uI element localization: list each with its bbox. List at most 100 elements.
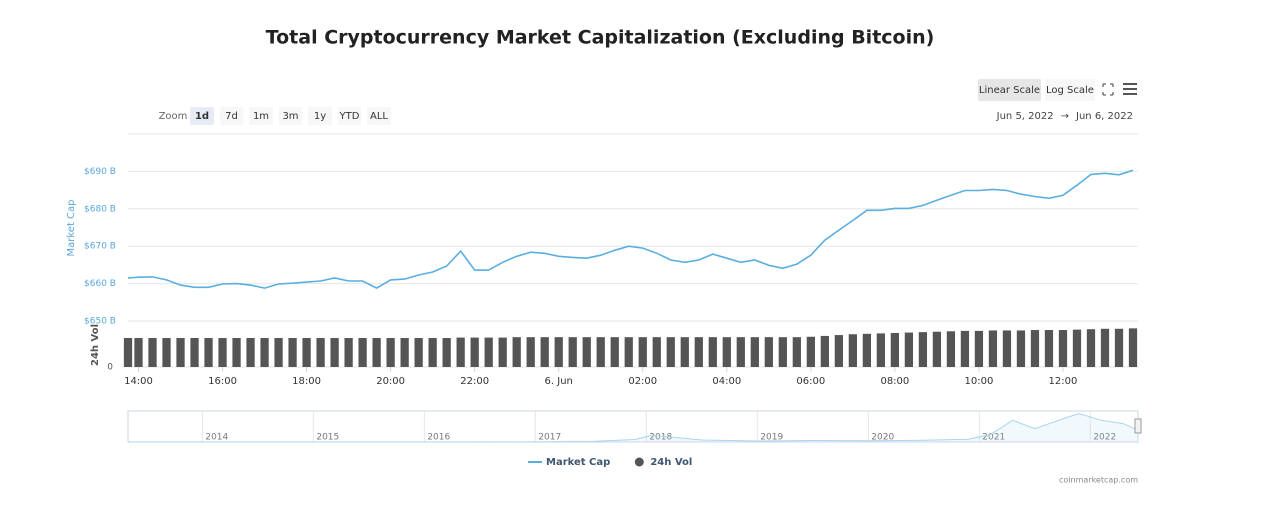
volume-bar: [386, 338, 395, 367]
volume-bar: [554, 337, 563, 367]
volume-bar: [428, 338, 437, 367]
navigator-tick-label: 2022: [1093, 433, 1116, 443]
navigator-tick-label: 2019: [760, 433, 783, 443]
range-part: Jun 5, 2022: [996, 111, 1054, 122]
x-tick-label: 14:00: [124, 376, 153, 387]
y-tick-label: $670 B: [84, 242, 116, 252]
volume-bar: [694, 337, 703, 367]
volume-bar: [456, 337, 465, 367]
zoom-button-label[interactable]: 7d: [225, 111, 238, 122]
volume-bar: [638, 337, 647, 367]
volume-bar: [918, 332, 928, 367]
volume-bar: [372, 338, 381, 367]
y-tick-label: $650 B: [84, 317, 116, 327]
range-text: Jun 5, 2022 → Jun 6, 2022: [996, 111, 1133, 122]
volume-bar: [344, 338, 353, 367]
volume-bar: [358, 338, 367, 367]
x-tick-label: 22:00: [460, 376, 489, 387]
menu-icon[interactable]: [1123, 83, 1137, 95]
volume-bar: [484, 337, 493, 367]
volume-bar: [946, 331, 956, 367]
y2-axis-title: 24h Vol: [90, 324, 101, 366]
volume-bar: [246, 338, 255, 367]
volume-bar: [1072, 329, 1082, 367]
volume-bar: [232, 338, 241, 367]
scale-button[interactable]: [1045, 79, 1095, 101]
volume-bar: [1100, 328, 1110, 367]
volume-bar: [204, 338, 213, 367]
y-tick-label: $680 B: [84, 204, 116, 214]
navigator-tick-label: 2014: [205, 433, 228, 443]
zoom-button-label[interactable]: 1m: [253, 111, 269, 122]
zoom-button-label[interactable]: 1d: [195, 111, 209, 122]
icon: [1102, 83, 1114, 96]
x-tick-label: 10:00: [965, 376, 994, 387]
volume-bar: [1002, 330, 1012, 367]
volume-bar: [624, 337, 633, 367]
zoom-button[interactable]: [337, 107, 362, 125]
zoom-button[interactable]: [367, 107, 391, 125]
legend-label[interactable]: Market Cap: [546, 457, 610, 468]
zoom-label: Zoom: [159, 111, 188, 122]
fullscreen-icon[interactable]: [1102, 83, 1114, 96]
x-tick-label: 04:00: [712, 376, 741, 387]
range-part: Jun 6, 2022: [1075, 111, 1133, 122]
credit: coinmarketcap.com: [1059, 476, 1138, 485]
zoom-button[interactable]: [308, 107, 332, 125]
zoom-button-label[interactable]: YTD: [339, 111, 360, 122]
volume-bar: [904, 332, 914, 367]
volume-bar: [652, 337, 661, 367]
legend-label[interactable]: 24h Vol: [650, 457, 692, 468]
scale-button-label[interactable]: Linear Scale: [979, 85, 1040, 96]
volume-bar: [974, 330, 984, 367]
x-tick-label: 20:00: [376, 376, 405, 387]
volume-bar: [890, 332, 900, 367]
navigator-tick-label: 2020: [871, 433, 894, 443]
volume-bar: [498, 337, 507, 367]
volume-bar: [302, 338, 311, 367]
volume-bar: [218, 338, 227, 367]
volume-bar: [666, 337, 675, 367]
volume-bar: [932, 331, 942, 367]
x-tick-label: 06:00: [796, 376, 825, 387]
volume-bar: [260, 338, 269, 367]
volume-bar: [722, 337, 731, 367]
zoom-button[interactable]: [249, 107, 273, 125]
volume-bar: [610, 337, 619, 367]
zoom-button-label[interactable]: 3m: [282, 111, 298, 122]
zoom-button[interactable]: [219, 107, 244, 125]
volume-bar: [1044, 330, 1054, 367]
zoom-button-label[interactable]: ALL: [370, 111, 388, 122]
volume-bar: [162, 338, 171, 367]
navigator-tick-label: 2018: [649, 433, 672, 443]
navigator-tick-label: 2017: [538, 433, 561, 443]
volume-bar: [540, 337, 549, 367]
x-tick-label: 02:00: [628, 376, 657, 387]
volume-bar: [876, 333, 886, 367]
zoom-button-label[interactable]: 1y: [314, 111, 326, 122]
volume-bar: [1058, 330, 1068, 367]
volume-bar: [176, 338, 185, 367]
volume-bar: [1086, 329, 1096, 367]
scale-button[interactable]: [978, 79, 1041, 101]
volume-bar: [1114, 328, 1124, 367]
x-tick-label: 12:00: [1049, 376, 1078, 387]
volume-bar: [848, 334, 857, 367]
zoom-button[interactable]: [278, 107, 303, 125]
volume-bar: [442, 338, 451, 367]
volume-bar: [582, 337, 591, 367]
navigator-area: [128, 413, 1138, 442]
volume-bar: [736, 337, 745, 367]
volume-bar: [526, 337, 535, 367]
volume-bar: [148, 338, 157, 367]
volume-bar: [568, 337, 577, 367]
zoom-button[interactable]: [190, 107, 214, 125]
range-part: →: [1061, 111, 1069, 122]
volume-bar: [988, 330, 998, 367]
scale-button-label[interactable]: Log Scale: [1046, 85, 1094, 96]
volume-bar: [708, 337, 717, 367]
navigator-handle[interactable]: [1134, 418, 1142, 434]
volume-bar: [596, 337, 605, 367]
